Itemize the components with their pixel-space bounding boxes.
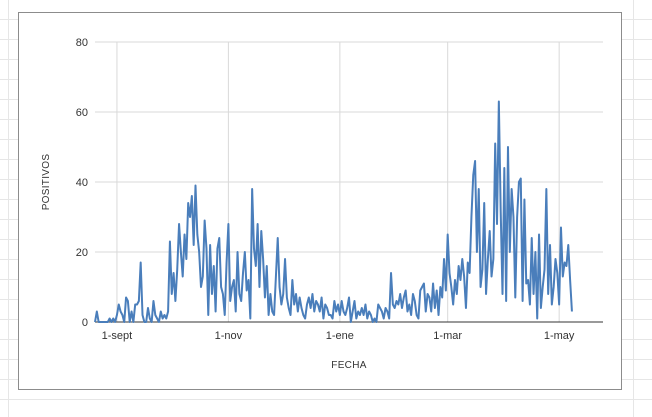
y-tick-label: 0 — [82, 317, 88, 329]
x-tick-label: 1-nov — [215, 330, 243, 342]
x-tick-label: 1-sept — [102, 330, 133, 342]
x-tick-label: 1-may — [544, 330, 575, 342]
spreadsheet-column-line — [633, 0, 634, 417]
x-axis-title: FECHA — [331, 360, 366, 371]
y-axis-tick-labels: 0 20 40 60 80 — [76, 37, 88, 329]
x-tick-label: 1-mar — [433, 330, 462, 342]
series-line-positivos — [94, 100, 573, 323]
spreadsheet-column-line — [8, 0, 9, 417]
y-tick-label: 80 — [76, 37, 88, 49]
y-tick-label: 20 — [76, 247, 88, 259]
y-axis-title: POSITIVOS — [41, 154, 52, 211]
x-tick-label: 1-ene — [326, 330, 354, 342]
y-tick-label: 40 — [76, 177, 88, 189]
x-axis-tick-labels: 1-sept 1-nov 1-ene 1-mar 1-may — [102, 330, 575, 342]
y-tick-label: 60 — [76, 107, 88, 119]
